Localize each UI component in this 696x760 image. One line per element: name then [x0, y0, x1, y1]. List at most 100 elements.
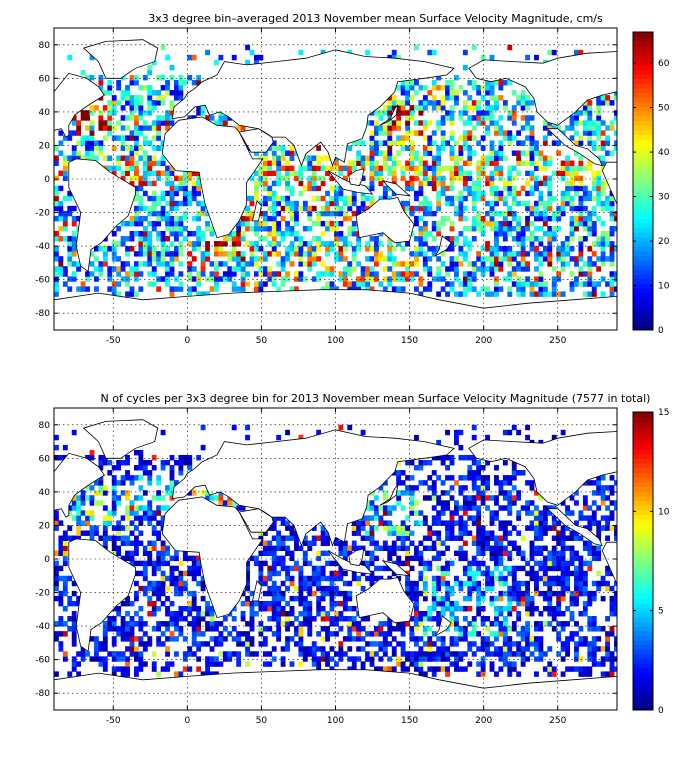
heatmap-bin — [596, 480, 602, 486]
heatmap-bin — [196, 565, 202, 572]
heatmap-bin — [480, 120, 486, 126]
heatmap-bin — [271, 150, 277, 156]
heatmap-bin — [298, 205, 304, 212]
heatmap-bin — [405, 185, 410, 192]
heatmap-bin — [271, 611, 277, 617]
heatmap-bin — [525, 611, 530, 617]
heatmap-bin — [538, 195, 544, 202]
heatmap-bin — [414, 120, 419, 126]
heatmap-bin — [440, 565, 446, 572]
heatmap-bin — [591, 180, 597, 187]
heatmap-bin — [396, 470, 402, 476]
heatmap-bin — [542, 505, 548, 511]
heatmap-bin — [400, 525, 406, 531]
colorbar-segment — [633, 69, 653, 75]
heatmap-bin — [187, 460, 193, 466]
heatmap-bin — [320, 180, 326, 187]
heatmap-bin — [578, 175, 584, 182]
heatmap-bin — [578, 535, 584, 541]
heatmap-bin — [129, 505, 135, 511]
heatmap-bin — [200, 616, 206, 622]
heatmap-bin — [107, 470, 113, 476]
heatmap-bin — [94, 105, 99, 111]
heatmap-bin — [98, 125, 104, 131]
heatmap-bin — [440, 286, 446, 292]
heatmap-bin — [614, 590, 617, 597]
heatmap-bin — [614, 636, 617, 642]
heatmap-bin — [507, 505, 513, 511]
heatmap-bin — [365, 520, 370, 526]
heatmap-bin — [356, 150, 362, 156]
heatmap-bin — [231, 616, 237, 622]
heatmap-bin — [151, 200, 157, 207]
heatmap-bin — [489, 631, 495, 637]
heatmap-bin — [494, 651, 499, 657]
heatmap-bin — [111, 636, 117, 642]
heatmap-bin — [511, 185, 517, 192]
heatmap-bin — [454, 651, 459, 657]
heatmap-bin — [338, 276, 344, 282]
heatmap-bin — [534, 266, 539, 272]
heatmap-bin — [285, 550, 290, 557]
heatmap-bin — [405, 590, 410, 597]
heatmap-bin — [422, 241, 428, 247]
heatmap-bin — [502, 460, 508, 466]
heatmap-bin — [520, 115, 526, 121]
heatmap-bin — [129, 115, 135, 121]
heatmap-bin — [111, 100, 117, 106]
heatmap-bin — [391, 125, 397, 131]
heatmap-bin — [529, 135, 535, 141]
heatmap-bin — [529, 600, 535, 607]
heatmap-bin — [134, 220, 139, 227]
heatmap-bin — [58, 266, 64, 272]
heatmap-bin — [587, 130, 593, 136]
heatmap-bin — [436, 540, 442, 546]
heatmap-bin — [525, 500, 530, 506]
heatmap-bin — [414, 130, 419, 136]
heatmap-bin — [569, 200, 575, 207]
heatmap-bin — [387, 266, 393, 272]
heatmap-bin — [320, 286, 326, 292]
heatmap-bin — [258, 530, 264, 536]
heatmap-bin — [400, 200, 406, 207]
heatmap-bin — [480, 165, 486, 172]
heatmap-bin — [387, 251, 393, 257]
heatmap-bin — [578, 515, 584, 521]
heatmap-bin — [556, 621, 562, 627]
heatmap-bin — [307, 180, 313, 187]
heatmap-bin — [111, 480, 117, 486]
heatmap-bin — [502, 256, 508, 262]
heatmap-bin — [427, 485, 433, 491]
heatmap-bin — [422, 180, 428, 187]
heatmap-bin — [609, 475, 615, 481]
heatmap-bin — [547, 550, 553, 557]
heatmap-bin — [280, 150, 286, 156]
heatmap-bin — [569, 530, 575, 536]
heatmap-bin — [187, 251, 193, 257]
heatmap-bin — [400, 135, 406, 141]
heatmap-bin — [58, 236, 64, 242]
heatmap-bin — [338, 616, 344, 622]
heatmap-bin — [387, 105, 393, 111]
heatmap-bin — [98, 535, 104, 541]
heatmap-bin — [191, 621, 197, 627]
colorbar-segment — [633, 41, 653, 47]
heatmap-bin — [525, 621, 530, 627]
heatmap-bin — [378, 520, 384, 526]
heatmap-bin — [116, 535, 122, 541]
heatmap-bin — [276, 241, 282, 247]
heatmap-bin — [160, 276, 166, 282]
heatmap-bin — [489, 210, 495, 217]
heatmap-bin — [485, 575, 490, 582]
heatmap-bin — [565, 510, 570, 516]
heatmap-bin — [218, 54, 224, 61]
heatmap-bin — [80, 140, 86, 146]
heatmap-bin — [418, 205, 424, 212]
heatmap-bin — [391, 170, 397, 177]
heatmap-bin — [569, 555, 575, 562]
heatmap-bin — [289, 241, 295, 247]
heatmap-bin — [574, 281, 579, 287]
heatmap-bin — [560, 575, 566, 582]
heatmap-bin — [116, 495, 122, 501]
heatmap-bin — [445, 266, 450, 272]
